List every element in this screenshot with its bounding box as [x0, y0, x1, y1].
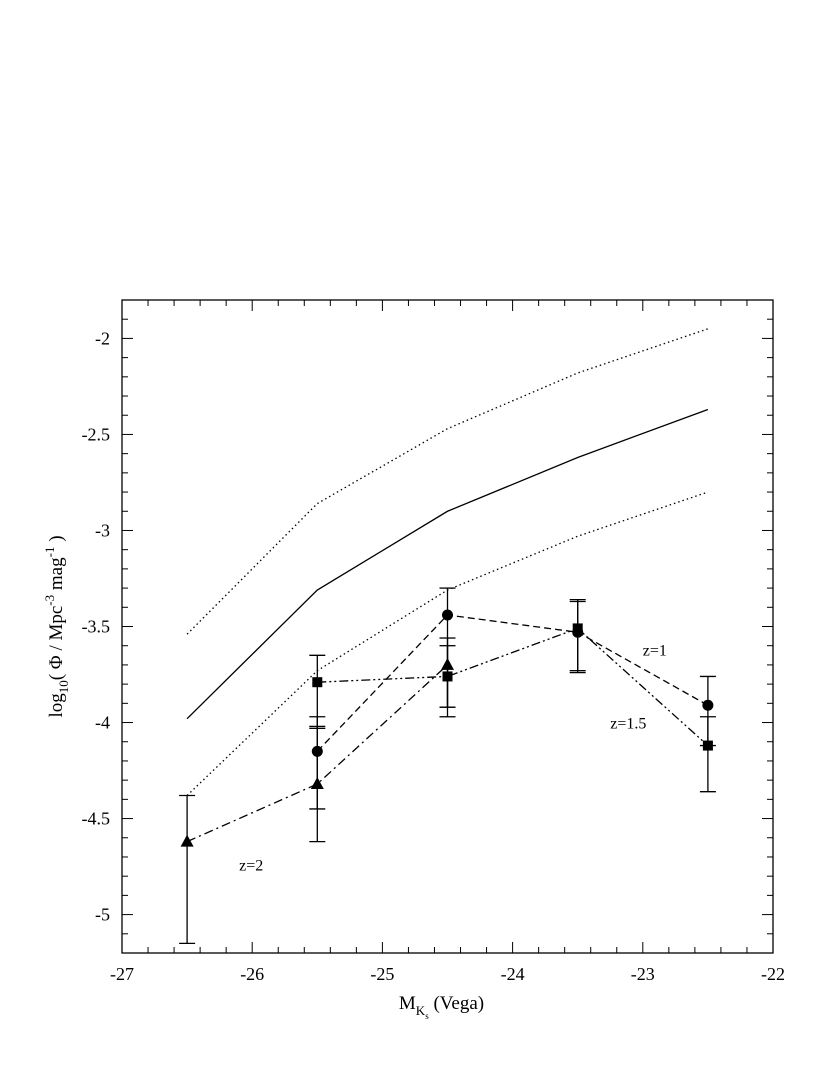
y-axis-label-sub: 10 [56, 680, 71, 693]
x-axis-label-subsub: s [425, 1011, 429, 1021]
x-tick-label: -22 [761, 964, 785, 984]
data-point-circle [442, 609, 453, 621]
y-axis-label-mid1: ( Φ / Mpc [46, 606, 67, 681]
y-axis-label-sup2: -1 [42, 547, 57, 558]
y-tick-label: -4 [95, 713, 110, 733]
y-tick-label: -2 [95, 328, 110, 348]
y-axis-label-sup1: -3 [42, 595, 57, 606]
x-axis-label: MKs (Vega) [399, 993, 484, 1021]
y-axis-label-post: ) [46, 535, 67, 546]
y-axis-label: log10( Φ / Mpc-3 mag-1 ) [42, 535, 71, 717]
data-point-triangle [441, 657, 454, 670]
series-annotation: z=1.5 [610, 715, 646, 732]
series-line [186, 408, 709, 720]
x-axis-label-sub: K [416, 1003, 426, 1018]
y-axis-label-mid2: mag [46, 557, 67, 595]
x-tick-label: -27 [110, 964, 134, 984]
y-tick-label: -2.5 [82, 424, 111, 444]
chart-ticks: -27 -26 -25 -24 -23 -22 -5 -4.5 -4 -3.5 -3 -2.5 -2 [82, 299, 785, 984]
chart-marks: z=1 z=1.5 z=2 [179, 328, 716, 945]
series-line [186, 328, 709, 635]
data-point-square [702, 740, 713, 751]
y-tick-label: -4.5 [82, 809, 111, 829]
x-axis-label-rest: (Vega) [429, 993, 484, 1014]
data-point-triangle [180, 834, 194, 847]
series-line [317, 627, 709, 747]
data-point-triangle [310, 776, 324, 789]
x-tick-label: -24 [501, 964, 525, 984]
y-tick-label: -5 [95, 905, 110, 925]
x-axis-label-main: M [399, 993, 416, 1014]
x-tick-label: -25 [370, 964, 394, 984]
series-line [316, 614, 709, 752]
plot-frame [121, 299, 774, 954]
y-axis-label-pre: log [46, 693, 67, 718]
x-tick-label: -23 [631, 964, 655, 984]
series-annotation: z=2 [239, 857, 263, 874]
x-tick-label: -26 [240, 964, 264, 984]
y-tick-label: -3 [95, 520, 110, 540]
data-point-square [572, 623, 583, 634]
series-annotation: z=1 [643, 642, 667, 659]
data-point-square [312, 677, 323, 688]
series-line [186, 664, 448, 843]
data-point-circle [702, 699, 714, 711]
y-tick-label: -3.5 [82, 617, 111, 637]
